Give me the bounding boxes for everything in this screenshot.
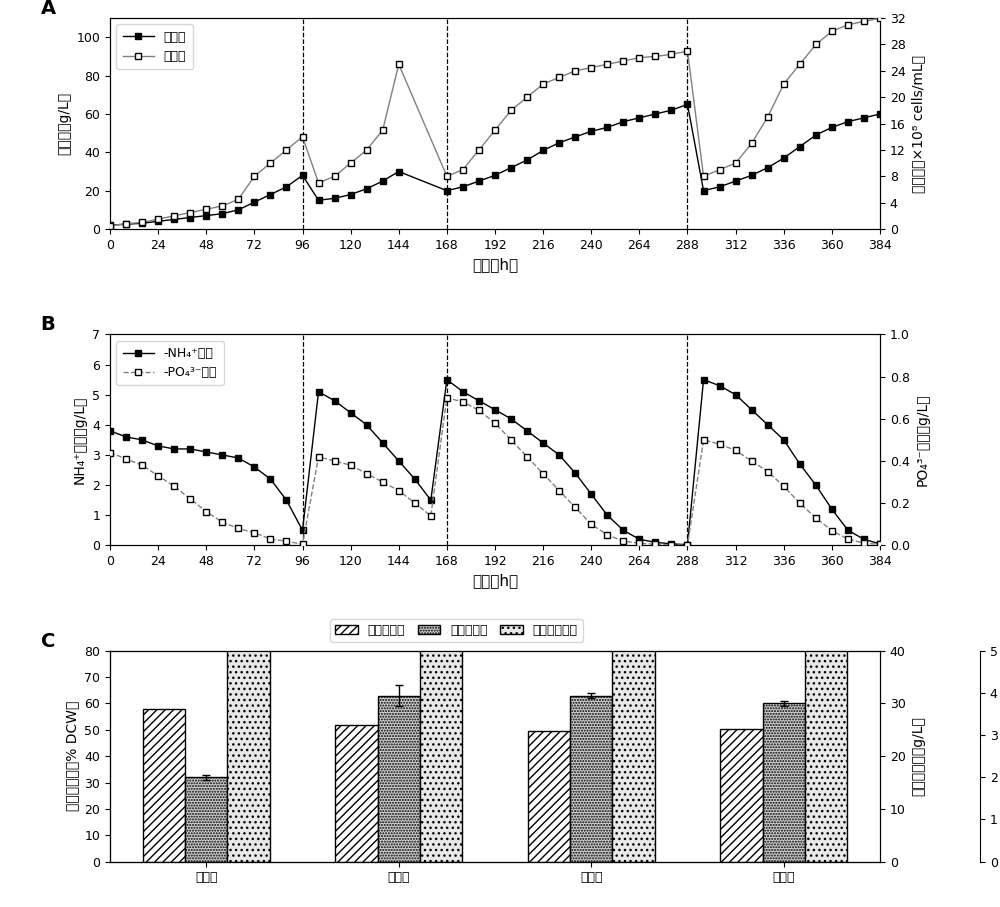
Y-axis label: NH₄⁺浓度（g/L）: NH₄⁺浓度（g/L） — [73, 395, 87, 484]
Bar — [143, 708, 185, 862]
X-axis label: 时间（h）: 时间（h） — [472, 258, 518, 272]
Bar — [720, 728, 763, 862]
Legend: 蛋白质含量, 蛋白质产量, 藻胆蛋白产量: 蛋白质含量, 蛋白质产量, 藻胆蛋白产量 — [330, 619, 583, 642]
Text: A: A — [41, 0, 56, 18]
Legend: 生物量, 细胞数: 生物量, 细胞数 — [116, 24, 192, 69]
Y-axis label: 生物量（g/L）: 生物量（g/L） — [57, 92, 71, 155]
Text: C: C — [41, 631, 55, 650]
Bar — [528, 731, 570, 862]
Y-axis label: 蛋白质含量（% DCW）: 蛋白质含量（% DCW） — [65, 701, 79, 812]
Bar — [185, 777, 227, 862]
Y-axis label: 蛋白质产量（g/L）: 蛋白质产量（g/L） — [911, 717, 925, 796]
Bar — [570, 696, 612, 862]
Bar — [805, 0, 847, 862]
Bar — [420, 0, 462, 862]
Bar — [763, 704, 805, 862]
Text: B: B — [41, 316, 55, 335]
Y-axis label: PO₄³⁻浓度（g/L）: PO₄³⁻浓度（g/L） — [915, 394, 929, 486]
Y-axis label: 细胞数（×10⁸ cells/mL）: 细胞数（×10⁸ cells/mL） — [911, 54, 925, 192]
X-axis label: 时间（h）: 时间（h） — [472, 573, 518, 589]
Legend: -NH₄⁺浓度, -PO₄³⁻浓度: -NH₄⁺浓度, -PO₄³⁻浓度 — [116, 341, 224, 385]
Bar — [227, 314, 270, 862]
Bar — [335, 725, 378, 862]
Bar — [378, 696, 420, 862]
Bar — [612, 0, 655, 862]
